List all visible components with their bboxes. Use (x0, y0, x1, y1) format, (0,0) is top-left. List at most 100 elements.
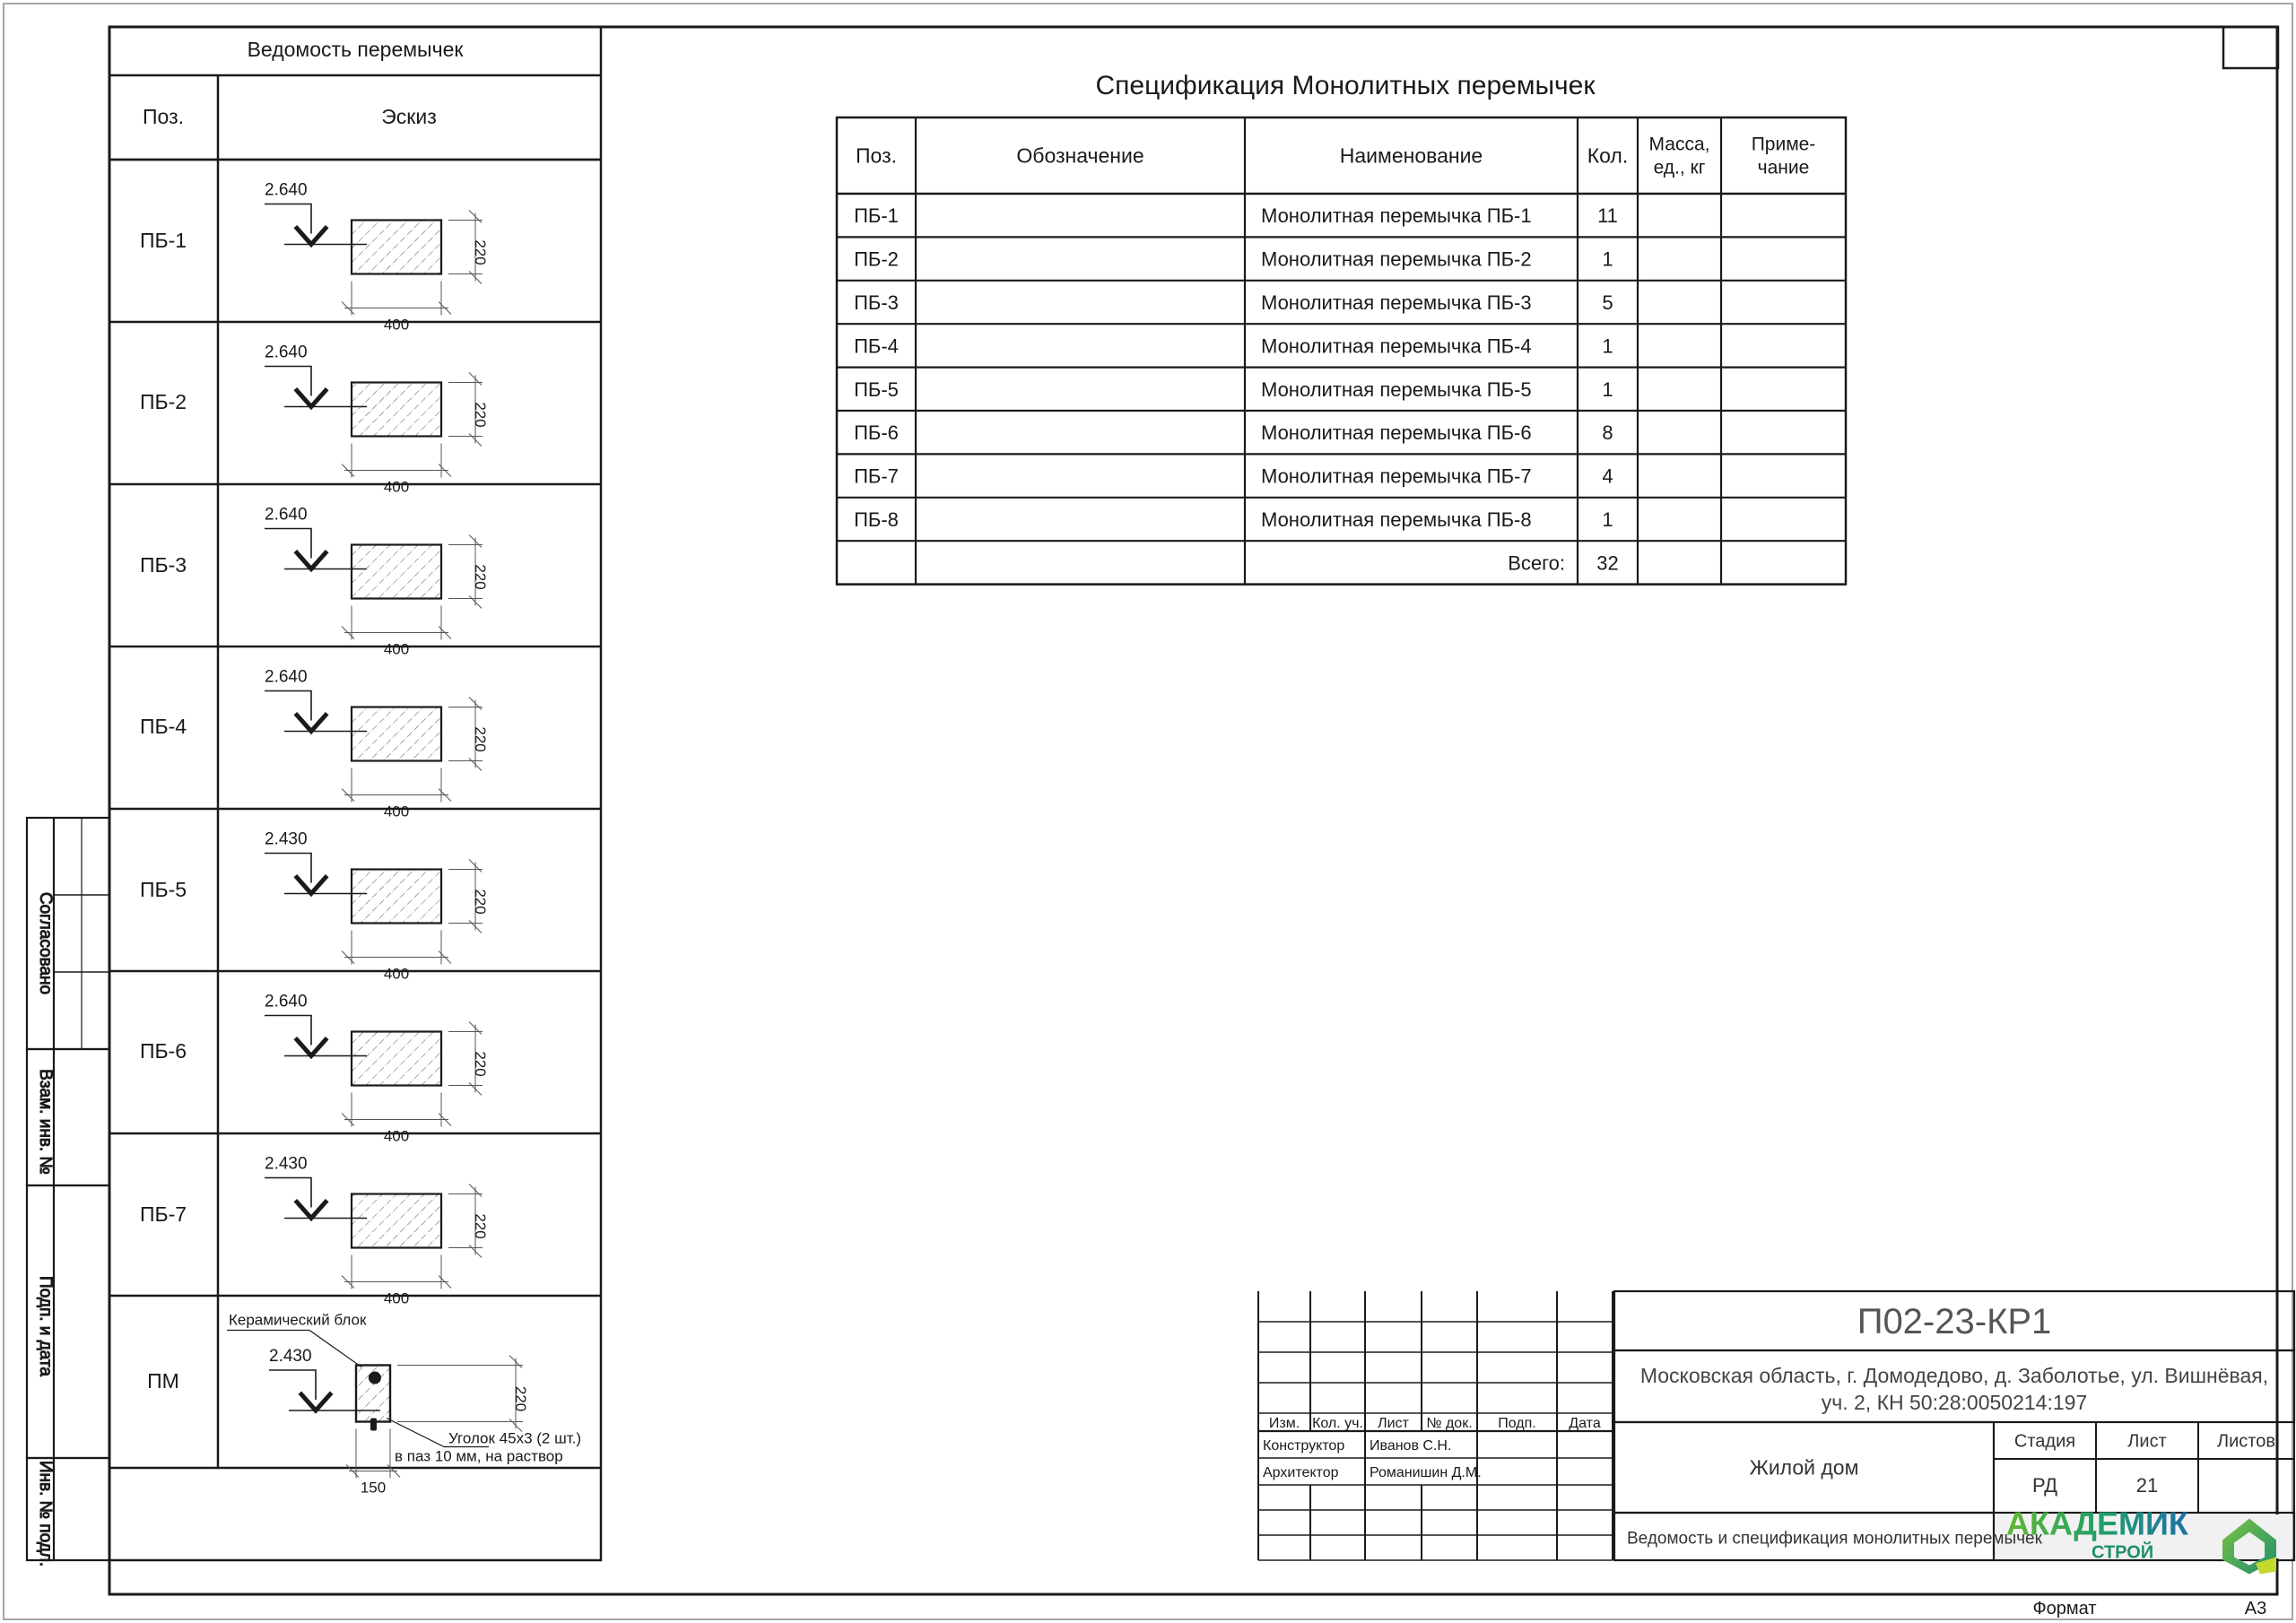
svg-text:Подп. и дата: Подп. и дата (36, 1276, 55, 1376)
svg-text:Листов: Листов (2217, 1432, 2275, 1452)
svg-text:220: 220 (472, 889, 489, 914)
svg-text:ПБ-3: ПБ-3 (854, 291, 899, 314)
svg-text:Взам. инв. №: Взам. инв. № (36, 1069, 55, 1175)
svg-text:ПБ-4: ПБ-4 (854, 334, 899, 357)
svg-text:РД: РД (2032, 1474, 2057, 1497)
svg-text:ПБ-2: ПБ-2 (854, 248, 899, 271)
svg-text:ПБ-3: ПБ-3 (140, 553, 187, 577)
svg-text:Кол.: Кол. (1587, 144, 1629, 168)
svg-text:220: 220 (512, 1386, 529, 1411)
svg-text:Масса,: Масса, (1649, 135, 1710, 155)
svg-text:Дата: Дата (1569, 1416, 1601, 1431)
svg-text:ПБ-1: ПБ-1 (140, 229, 187, 252)
svg-text:2.640: 2.640 (265, 181, 308, 200)
svg-text:Эскиз: Эскиз (381, 105, 437, 128)
svg-text:Ведомость перемычек: Ведомость перемычек (248, 38, 465, 61)
svg-text:21: 21 (2136, 1474, 2158, 1497)
svg-text:Приме-: Приме- (1752, 135, 1816, 155)
svg-text:Монолитная перемычка ПБ-8: Монолитная перемычка ПБ-8 (1261, 508, 1532, 531)
svg-text:№ док.: № док. (1426, 1416, 1472, 1431)
svg-text:СТРОЙ: СТРОЙ (2092, 1541, 2153, 1563)
svg-text:1: 1 (1602, 378, 1613, 401)
svg-text:ПМ: ПМ (147, 1369, 179, 1393)
svg-text:11: 11 (1597, 204, 1618, 227)
svg-text:Поз.: Поз. (856, 144, 897, 168)
svg-text:Кол. уч.: Кол. уч. (1312, 1416, 1363, 1431)
svg-text:уч. 2, КН 50:28:0050214:197: уч. 2, КН 50:28:0050214:197 (1822, 1391, 2087, 1414)
svg-text:Архитектор: Архитектор (1263, 1465, 1339, 1480)
svg-text:2.640: 2.640 (265, 993, 308, 1011)
svg-text:1: 1 (1602, 248, 1613, 271)
svg-text:Лист: Лист (2127, 1432, 2166, 1452)
svg-text:Жилой дом: Жилой дом (1750, 1456, 1859, 1480)
svg-text:Наименование: Наименование (1340, 144, 1483, 168)
svg-text:ПБ-6: ПБ-6 (854, 421, 899, 444)
svg-text:400: 400 (384, 1290, 409, 1307)
svg-text:Монолитная перемычка ПБ-5: Монолитная перемычка ПБ-5 (1261, 378, 1532, 401)
svg-text:400: 400 (384, 317, 409, 334)
svg-text:400: 400 (384, 966, 409, 983)
svg-text:220: 220 (472, 726, 489, 751)
svg-text:Инв. № подл.: Инв. № подл. (36, 1461, 55, 1567)
svg-text:2.430: 2.430 (265, 830, 308, 849)
svg-text:Керамический блок: Керамический блок (229, 1312, 367, 1329)
svg-text:ПБ-4: ПБ-4 (140, 715, 187, 738)
svg-text:ПБ-5: ПБ-5 (854, 378, 899, 401)
svg-text:Поз.: Поз. (143, 105, 184, 128)
svg-text:ПБ-1: ПБ-1 (854, 204, 899, 227)
svg-text:в паз 10 мм, на раствор: в паз 10 мм, на раствор (395, 1448, 563, 1465)
svg-text:2.640: 2.640 (265, 506, 308, 525)
svg-text:Конструктор: Конструктор (1263, 1438, 1344, 1454)
svg-text:П02-23-КР1: П02-23-КР1 (1857, 1302, 2052, 1341)
svg-text:Монолитная перемычка ПБ-2: Монолитная перемычка ПБ-2 (1261, 248, 1532, 271)
svg-text:220: 220 (472, 564, 489, 589)
svg-text:5: 5 (1602, 291, 1613, 314)
svg-text:Спецификация Монолитных перемы: Спецификация Монолитных перемычек (1096, 71, 1596, 100)
svg-text:Иванов С.Н.: Иванов С.Н. (1370, 1438, 1451, 1454)
svg-text:Подп.: Подп. (1498, 1416, 1536, 1431)
svg-text:400: 400 (384, 641, 409, 658)
svg-text:Стадия: Стадия (2014, 1432, 2075, 1452)
svg-text:32: 32 (1596, 551, 1618, 574)
svg-text:Уголок 45х3 (2 шт.): Уголок 45х3 (2 шт.) (448, 1430, 581, 1447)
svg-text:АКАДЕМИК: АКАДЕМИК (2006, 1506, 2189, 1542)
svg-text:2.640: 2.640 (265, 343, 308, 362)
svg-text:ПБ-5: ПБ-5 (140, 878, 187, 901)
svg-text:400: 400 (384, 1128, 409, 1145)
svg-text:1: 1 (1602, 334, 1613, 357)
svg-text:220: 220 (472, 1213, 489, 1238)
svg-text:Романишин Д.М.: Романишин Д.М. (1370, 1465, 1482, 1480)
svg-text:Лист: Лист (1378, 1416, 1409, 1431)
svg-text:Согласовано: Согласовано (36, 892, 55, 994)
svg-text:ПБ-7: ПБ-7 (140, 1202, 187, 1226)
svg-text:400: 400 (384, 803, 409, 820)
svg-text:Монолитная перемычка ПБ-3: Монолитная перемычка ПБ-3 (1261, 291, 1532, 314)
svg-text:ед., кг: ед., кг (1654, 158, 1706, 178)
svg-text:ПБ-6: ПБ-6 (140, 1039, 187, 1063)
svg-text:Ведомость и спецификация монол: Ведомость и спецификация монолитных пере… (1627, 1530, 2043, 1549)
svg-text:8: 8 (1602, 421, 1613, 444)
svg-text:Монолитная перемычка ПБ-4: Монолитная перемычка ПБ-4 (1261, 334, 1532, 357)
svg-text:4: 4 (1602, 465, 1613, 488)
svg-text:220: 220 (472, 239, 489, 265)
svg-text:А3: А3 (2245, 1599, 2266, 1619)
svg-text:400: 400 (384, 479, 409, 496)
svg-text:2.430: 2.430 (265, 1155, 308, 1174)
svg-text:220: 220 (472, 402, 489, 427)
svg-text:Всего:: Всего: (1508, 551, 1565, 574)
svg-text:220: 220 (472, 1051, 489, 1076)
svg-text:2.640: 2.640 (265, 668, 308, 687)
svg-text:ПБ-2: ПБ-2 (140, 390, 187, 413)
svg-text:Московская область, г. Домодед: Московская область, г. Домодедово, д. За… (1640, 1364, 2268, 1387)
svg-text:1: 1 (1602, 508, 1613, 531)
svg-text:Монолитная перемычка ПБ-6: Монолитная перемычка ПБ-6 (1261, 421, 1532, 444)
svg-text:Монолитная перемычка ПБ-7: Монолитная перемычка ПБ-7 (1261, 465, 1532, 488)
svg-text:Монолитная перемычка ПБ-1: Монолитная перемычка ПБ-1 (1261, 204, 1532, 227)
svg-text:150: 150 (361, 1480, 386, 1497)
svg-text:2.430: 2.430 (269, 1347, 312, 1366)
svg-text:ПБ-7: ПБ-7 (854, 465, 899, 488)
svg-text:Формат: Формат (2032, 1599, 2096, 1619)
svg-text:чание: чание (1758, 158, 1810, 178)
svg-text:Обозначение: Обозначение (1016, 144, 1144, 168)
svg-text:Изм.: Изм. (1269, 1416, 1300, 1431)
